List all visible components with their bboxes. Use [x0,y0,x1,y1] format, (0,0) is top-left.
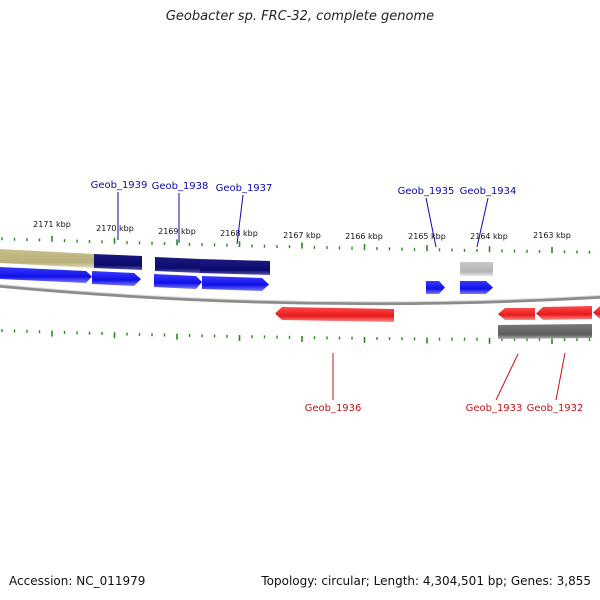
cds-reverse-arrow-1936[interactable] [275,307,394,322]
gene-feature-dark-1937[interactable] [200,259,270,275]
cds-forward-arrow-1934[interactable] [460,281,493,294]
gene-label-connectors [117,192,566,401]
gene-label-geob-1939[interactable]: Geob_1939 [91,180,148,191]
outer-feature-row [0,249,493,276]
accession-text: Accession: NC_011979 [9,574,146,588]
genome-summary-text: Topology: circular; Length: 4,304,501 bp… [261,574,591,588]
tick-label-2171: 2171 kbp [33,220,71,229]
tick-label-2163: 2163 kbp [533,231,571,240]
tick-label-2168: 2168 kbp [220,229,258,238]
forward-cds-row [0,267,493,294]
gene-feature-olive[interactable] [0,249,94,268]
gene-label-geob-1938[interactable]: Geob_1938 [152,181,209,192]
cds-forward-arrow-1937[interactable] [202,276,269,291]
gene-feature-dark-1939[interactable] [94,254,142,270]
cds-forward-arrow-1938[interactable] [154,274,202,289]
gene-label-geob-1932[interactable]: Geob_1932 [527,403,584,414]
gene-label-geob-1936[interactable]: Geob_1936 [305,403,362,414]
cds-forward-arrow-1935[interactable] [426,281,445,294]
tick-label-2165: 2165 kbp [408,232,446,241]
gene-label-geob-1934[interactable]: Geob_1934 [460,186,517,197]
gene-feature-darkgrey-1933-1932[interactable] [498,324,592,339]
cds-reverse-arrow-1933[interactable] [498,308,535,320]
cds-reverse-arrow-1932[interactable] [536,306,592,320]
gene-label-geob-1933[interactable]: Geob_1933 [466,403,523,414]
cds-forward-arrow-1939[interactable] [92,271,141,286]
cds-forward-arrow[interactable] [0,267,92,283]
gene-label-geob-1937[interactable]: Geob_1937 [216,183,273,194]
gene-labels: Geob_1939 Geob_1938 Geob_1937 Geob_1935 … [91,180,584,414]
tick-label-2170: 2170 kbp [96,224,134,233]
tick-label-2167: 2167 kbp [283,231,321,240]
cds-reverse-arrow-edge[interactable] [593,306,600,319]
outer-tick-row [1,235,591,254]
gene-feature-dark-1938[interactable] [155,257,200,273]
inner-feature-row [498,324,592,339]
reverse-cds-row [275,306,600,322]
tick-label-2164: 2164 kbp [470,232,508,241]
tick-label-2169: 2169 kbp [158,227,196,236]
tick-label-2166: 2166 kbp [345,232,383,241]
kbp-tick-labels: 2171 kbp 2170 kbp 2169 kbp 2168 kbp 2167… [33,220,571,241]
genome-backbone-highlight [0,284,600,303]
page-title: Geobacter sp. FRC-32, complete genome [165,9,435,24]
gene-label-geob-1935[interactable]: Geob_1935 [398,186,455,197]
gene-feature-grey-1934[interactable] [460,262,493,276]
genome-backbone [0,284,600,306]
